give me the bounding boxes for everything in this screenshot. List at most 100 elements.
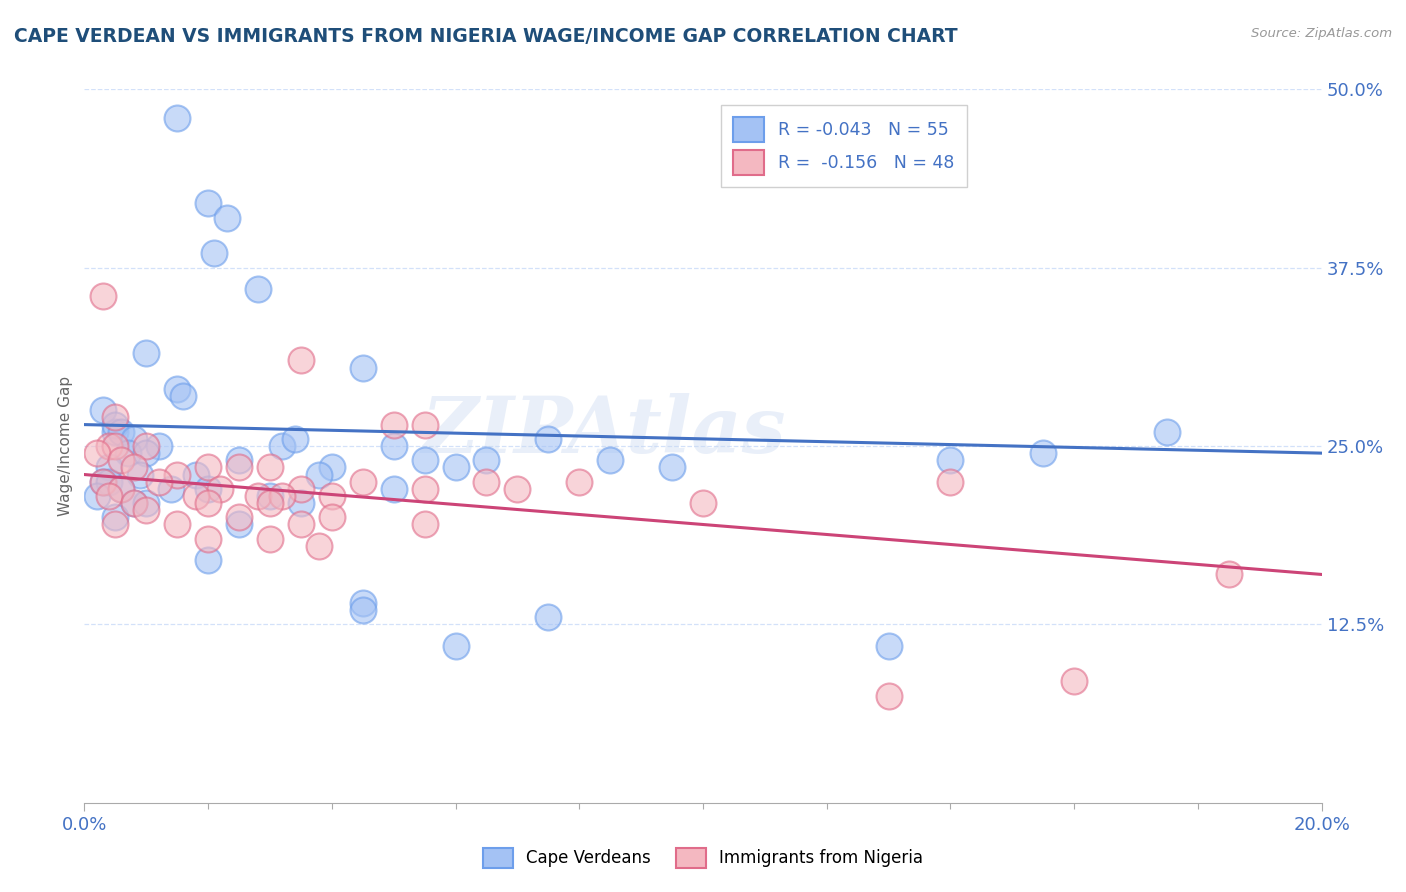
Text: ZIPAtlas: ZIPAtlas [422, 393, 786, 470]
Point [382, 482, 405, 496]
Text: CAPE VERDEAN VS IMMIGRANTS FROM NIGERIA WAGE/INCOME GAP CORRELATION CHART: CAPE VERDEAN VS IMMIGRANTS FROM NIGERIA … [14, 27, 957, 45]
Point [104, 425, 127, 439]
Point [215, 211, 238, 225]
Point [91, 403, 114, 417]
Point [122, 460, 145, 475]
Point [135, 496, 157, 510]
Point [104, 439, 127, 453]
Point [290, 517, 312, 532]
Point [413, 417, 436, 432]
Point [172, 389, 194, 403]
Point [98, 439, 121, 453]
Text: Source: ZipAtlas.com: Source: ZipAtlas.com [1251, 27, 1392, 40]
Point [197, 532, 219, 546]
Point [259, 489, 281, 503]
Point [259, 496, 281, 510]
Point [290, 496, 312, 510]
Point [352, 360, 374, 375]
Point [382, 439, 405, 453]
Point [91, 475, 114, 489]
Point [166, 382, 188, 396]
Point [537, 432, 560, 446]
Point [104, 517, 127, 532]
Point [290, 353, 312, 368]
Point [184, 467, 207, 482]
Point [259, 532, 281, 546]
Point [661, 460, 683, 475]
Point [160, 482, 183, 496]
Point [271, 489, 294, 503]
Point [1032, 446, 1054, 460]
Point [259, 460, 281, 475]
Point [104, 410, 127, 425]
Point [290, 482, 312, 496]
Point [271, 439, 294, 453]
Point [166, 111, 188, 125]
Point [86, 489, 108, 503]
Point [209, 482, 232, 496]
Point [413, 517, 436, 532]
Point [475, 453, 498, 467]
Point [877, 689, 900, 703]
Point [599, 453, 621, 467]
Point [506, 482, 529, 496]
Point [197, 196, 219, 211]
Point [413, 482, 436, 496]
Point [91, 475, 114, 489]
Point [104, 417, 127, 432]
Point [122, 496, 145, 510]
Point [110, 453, 132, 467]
Point [352, 596, 374, 610]
Point [475, 475, 498, 489]
Point [197, 496, 219, 510]
Point [284, 432, 307, 446]
Point [246, 282, 269, 296]
Point [197, 482, 219, 496]
Point [135, 439, 157, 453]
Point [98, 475, 121, 489]
Point [110, 482, 132, 496]
Point [166, 517, 188, 532]
Point [148, 475, 170, 489]
Point [1063, 674, 1085, 689]
Point [444, 639, 467, 653]
Legend: Cape Verdeans, Immigrants from Nigeria: Cape Verdeans, Immigrants from Nigeria [477, 841, 929, 875]
Point [228, 453, 250, 467]
Point [321, 489, 343, 503]
Point [98, 460, 121, 475]
Point [321, 510, 343, 524]
Point [228, 460, 250, 475]
Point [1156, 425, 1178, 439]
Point [202, 246, 225, 260]
Point [321, 460, 343, 475]
Point [939, 453, 962, 467]
Point [197, 460, 219, 475]
Point [110, 425, 132, 439]
Point [117, 446, 139, 460]
Point [308, 539, 330, 553]
Point [568, 475, 591, 489]
Point [91, 289, 114, 303]
Point [98, 489, 121, 503]
Point [197, 553, 219, 567]
Point [86, 446, 108, 460]
Point [1218, 567, 1240, 582]
Point [228, 517, 250, 532]
Point [308, 467, 330, 482]
Point [382, 417, 405, 432]
Point [352, 603, 374, 617]
Point [129, 467, 152, 482]
Point [148, 439, 170, 453]
Point [939, 475, 962, 489]
Point [104, 510, 127, 524]
Point [352, 475, 374, 489]
Point [537, 610, 560, 624]
Point [135, 446, 157, 460]
Point [246, 489, 269, 503]
Point [122, 432, 145, 446]
Y-axis label: Wage/Income Gap: Wage/Income Gap [58, 376, 73, 516]
Point [135, 346, 157, 360]
Point [184, 489, 207, 503]
Point [877, 639, 900, 653]
Point [122, 496, 145, 510]
